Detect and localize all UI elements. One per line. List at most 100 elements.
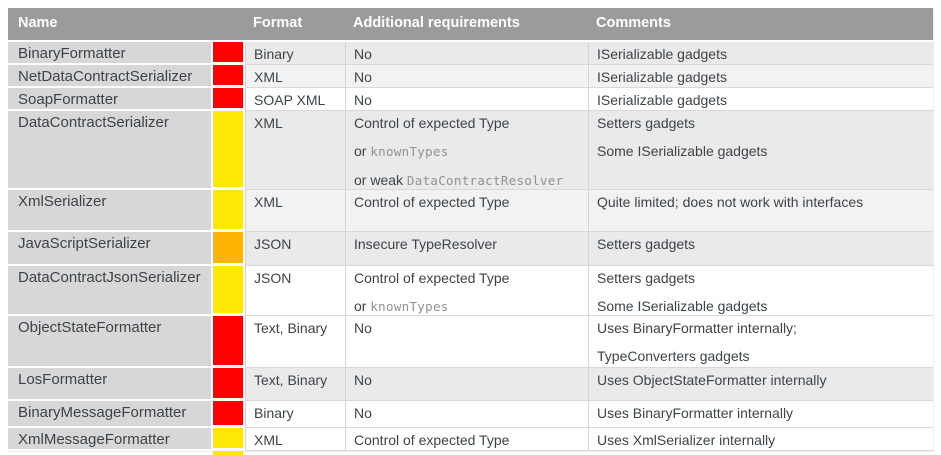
cell-paragraph: or knownTypes <box>354 142 582 161</box>
table-row: DataContractSerializer XML Control of expe… <box>8 111 933 190</box>
comments-cell: Setters gadgets <box>588 232 933 266</box>
serializer-name-cell: ObjectStateFormatter <box>8 316 211 368</box>
text-run: Quite limited; does not work with interf… <box>597 194 864 210</box>
cell-paragraph: Some ISerializable gadgets <box>597 297 927 315</box>
text-run: Control of expected Type <box>354 194 510 210</box>
cell-paragraph: Uses ObjectStateFormatter internally <box>597 371 927 389</box>
comments-cell: Uses BinaryFormatter internally; TypeConv… <box>588 316 933 368</box>
serializer-name-cell: BinaryMessageFormatter <box>8 401 211 428</box>
additional-requirements-cell: No <box>345 368 588 401</box>
cell-paragraph: Uses BinaryFormatter internally <box>597 404 927 422</box>
cell-paragraph: Uses XmlSerializer internally <box>597 431 927 449</box>
code-text: knownTypes <box>370 144 449 159</box>
table-row: XmlMessageFormatter XML Control of expecte… <box>8 428 933 451</box>
risk-indicator-cell <box>213 111 243 190</box>
serializer-name-cell: XmlSerializer <box>8 190 211 232</box>
cell-paragraph: Setters gadgets <box>597 235 927 253</box>
risk-indicator-cell <box>213 88 243 111</box>
cell-paragraph: ISerializable gadgets <box>597 45 927 63</box>
risk-indicator-cell <box>213 266 243 316</box>
serializer-name-cell: SoapFormatter <box>8 88 211 111</box>
cell-paragraph: Uses BinaryFormatter internally; <box>597 319 927 337</box>
code-text: knownTypes <box>370 299 449 314</box>
comments-cell: Uses XmlSerializer internally <box>588 428 933 451</box>
text-run: No <box>354 46 372 62</box>
risk-indicator-cell <box>213 190 243 232</box>
risk-color-block <box>213 232 243 263</box>
risk-color-block <box>213 368 243 398</box>
risk-color-block <box>213 65 243 85</box>
text-run: Setters gadgets <box>597 270 696 286</box>
text-run: Uses XmlSerializer internally <box>597 432 776 448</box>
serializer-name-cell: LosFormatter <box>8 368 211 401</box>
text-run: TypeConverters gadgets <box>597 348 750 364</box>
cell-paragraph: Quite limited; does not work with interf… <box>597 193 927 211</box>
risk-color-block <box>213 316 243 365</box>
code-text: DataContractResolver <box>406 173 564 188</box>
table-row: BinaryFormatter Binary No ISerializable gad… <box>8 42 933 65</box>
cell-paragraph: No <box>354 371 582 389</box>
additional-requirements-cell: Insecure TypeResolver <box>345 232 588 266</box>
text-run: or weak <box>354 172 407 188</box>
cell-paragraph: No <box>354 319 582 337</box>
additional-requirements-cell: Control of expected Type or knownTypes <box>345 266 588 316</box>
format-cell: XML <box>245 428 345 451</box>
text-run: Setters gadgets <box>597 115 696 131</box>
cell-paragraph: or weak DataContractResolver <box>354 171 582 189</box>
risk-indicator-cell <box>213 316 243 368</box>
cell-paragraph: Insecure TypeResolver <box>354 235 582 253</box>
text-run: No <box>354 92 372 108</box>
comments-cell: Uses BinaryFormatter internally <box>588 401 933 428</box>
text-run: Insecure TypeResolver <box>354 236 497 252</box>
table-rows: BinaryFormatter Binary No ISerializable gad… <box>8 42 933 451</box>
text-run: Control of expected Type <box>354 270 510 286</box>
format-cell: Binary <box>245 42 345 65</box>
table-header-row: Name Format Additional requirements Comm… <box>8 8 933 40</box>
text-run: ISerializable gadgets <box>597 69 727 85</box>
cell-paragraph: ISerializable gadgets <box>597 91 927 109</box>
risk-indicator-cell <box>213 232 243 266</box>
cell-paragraph: TypeConverters gadgets <box>597 347 927 365</box>
format-cell: JSON <box>245 266 345 316</box>
cell-paragraph: Some ISerializable gadgets <box>597 142 927 160</box>
text-run: Some ISerializable gadgets <box>597 143 768 159</box>
text-run: Uses BinaryFormatter internally; <box>597 320 797 336</box>
serializer-name-cell: NetDataContractSerializer <box>8 65 211 88</box>
risk-color-block <box>213 401 243 425</box>
additional-requirements-cell: Control of expected Type or knownTypes or … <box>345 111 588 190</box>
comments-cell: ISerializable gadgets <box>588 88 933 111</box>
additional-requirements-cell: Control of expected Type <box>345 428 588 451</box>
risk-indicator-cell <box>213 428 243 451</box>
table-row: ObjectStateFormatter Text, Binary No Uses B… <box>8 316 933 368</box>
risk-color-block <box>213 42 243 62</box>
table-row: BinaryMessageFormatter Binary No Uses Binar… <box>8 401 933 428</box>
format-cell: XML <box>245 65 345 88</box>
cell-paragraph: Setters gadgets <box>597 114 927 132</box>
risk-color-block <box>213 190 243 229</box>
comments-cell: Uses ObjectStateFormatter internally <box>588 368 933 401</box>
cell-paragraph: Control of expected Type <box>354 269 582 287</box>
table-row: JavaScriptSerializer JSON Insecure TypeRes… <box>8 232 933 266</box>
column-header-format: Format <box>253 15 303 31</box>
additional-requirements-cell: Control of expected Type <box>345 190 588 232</box>
format-cell: Text, Binary <box>245 316 345 368</box>
comments-cell: Setters gadgets Some ISerializable gadget… <box>588 266 933 316</box>
column-header-name: Name <box>18 15 58 31</box>
cell-paragraph: No <box>354 91 582 109</box>
text-run: Some ISerializable gadgets <box>597 298 768 314</box>
serializer-name-cell: DataContractSerializer <box>8 111 211 190</box>
text-run: Uses BinaryFormatter internally <box>597 405 794 421</box>
cutoff-next-row-indicator <box>213 451 243 455</box>
risk-color-block <box>213 88 243 108</box>
serializer-name-cell: JavaScriptSerializer <box>8 232 211 266</box>
cell-paragraph: No <box>354 45 582 63</box>
additional-requirements-cell: No <box>345 316 588 368</box>
text-run: or <box>354 298 371 314</box>
text-run: No <box>354 69 372 85</box>
text-run: Uses ObjectStateFormatter internally <box>597 372 827 388</box>
cell-paragraph: Control of expected Type <box>354 114 582 132</box>
format-cell: Binary <box>245 401 345 428</box>
table-row: NetDataContractSerializer XML No ISerializa… <box>8 65 933 88</box>
table-row: SoapFormatter SOAP XML No ISerializable gad… <box>8 88 933 111</box>
